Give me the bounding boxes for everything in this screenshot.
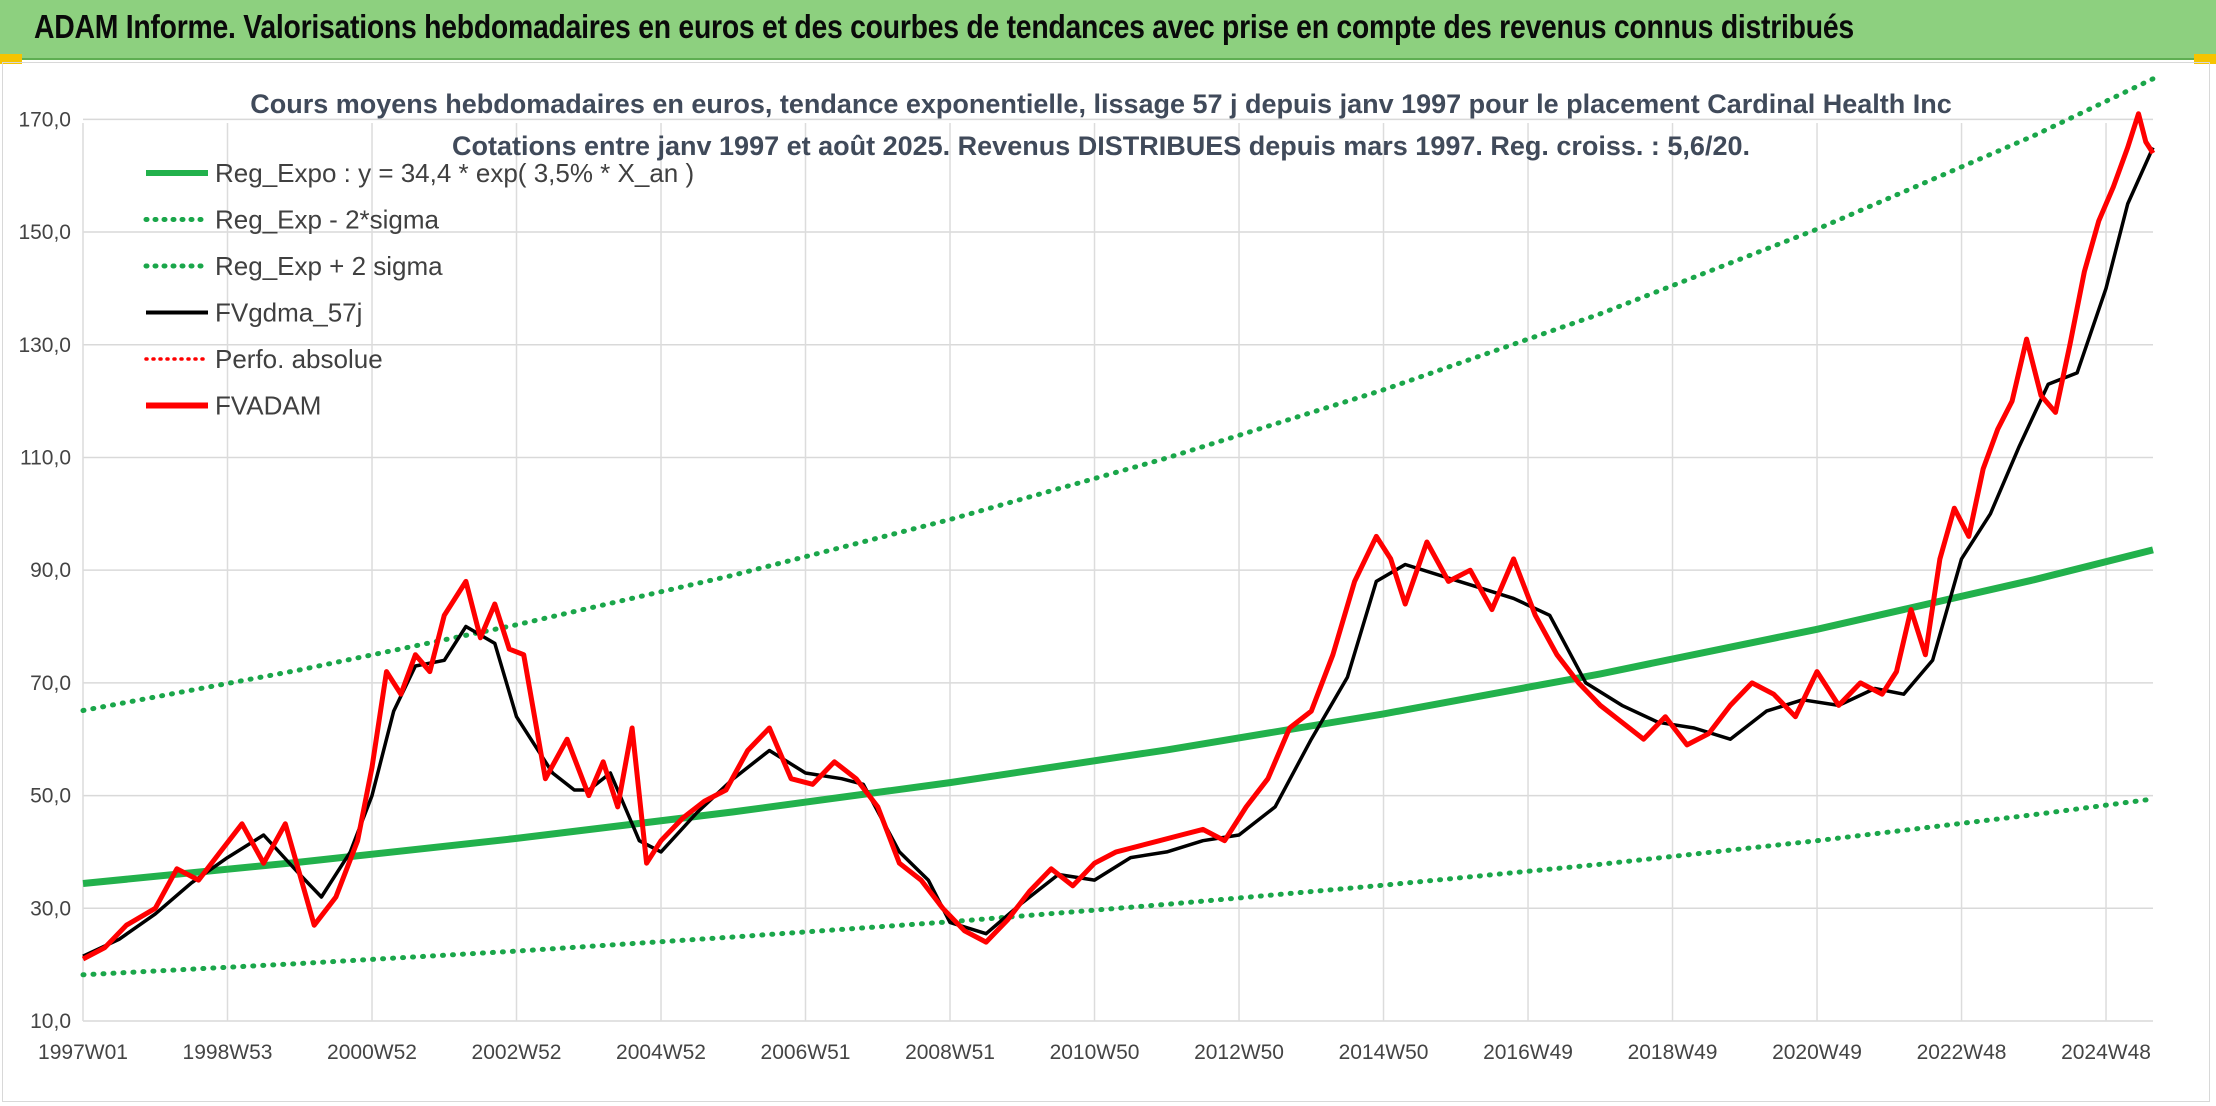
y-tick-label: 130,0 bbox=[18, 334, 71, 357]
chart-title-line-2: Cotations entre janv 1997 et août 2025. … bbox=[452, 131, 1750, 161]
series-reg-expo bbox=[82, 546, 2154, 887]
y-tick-label: 150,0 bbox=[18, 221, 71, 244]
x-tick-label: 2006W51 bbox=[761, 1041, 851, 1064]
chart-title-line-1: Cours moyens hebdomadaires en euros, ten… bbox=[250, 89, 1952, 119]
plot-lines bbox=[80, 76, 2156, 978]
x-tick-label: 2008W51 bbox=[905, 1041, 995, 1064]
chart-area: 10,0 30,0 50,0 70,0 90,0 110,0 130,0 150,0 170,0… bbox=[2, 62, 2210, 1102]
x-tick-label: 2004W52 bbox=[616, 1041, 706, 1064]
x-tick-label: 2024W48 bbox=[2061, 1041, 2151, 1064]
series-reg-minus-2sigma bbox=[80, 796, 2156, 978]
x-tick-label: 2018W49 bbox=[1628, 1041, 1718, 1064]
x-tick-label: 2022W48 bbox=[1917, 1041, 2007, 1064]
legend-label: FVgdma_57j bbox=[215, 298, 362, 328]
y-tick-label: 50,0 bbox=[30, 785, 71, 808]
corner-accent-right bbox=[2194, 54, 2216, 64]
corner-accent-left bbox=[0, 54, 22, 64]
y-tick-label: 90,0 bbox=[30, 559, 71, 582]
y-tick-label: 30,0 bbox=[30, 897, 71, 920]
legend-label: Reg_Exp + 2 sigma bbox=[215, 251, 443, 281]
legend-label: FVADAM bbox=[215, 391, 321, 421]
chart-svg: 10,0 30,0 50,0 70,0 90,0 110,0 130,0 150,0 170,0… bbox=[18, 76, 2156, 1064]
x-tick-label: 2000W52 bbox=[327, 1041, 417, 1064]
y-tick-label: 10,0 bbox=[30, 1010, 71, 1033]
report-title: ADAM Informe. Valorisations hebdomadaire… bbox=[34, 8, 1854, 45]
legend-label: Reg_Expo : y = 34,4 * exp( 3,5% * X_an ) bbox=[215, 158, 694, 188]
chart-legend: Reg_Expo : y = 34,4 * exp( 3,5% * X_an )… bbox=[143, 158, 694, 421]
x-tick-label: 2016W49 bbox=[1483, 1041, 1573, 1064]
series-reg-plus-2sigma bbox=[80, 76, 2156, 713]
series-fvadam bbox=[81, 111, 2156, 962]
y-tick-label: 70,0 bbox=[30, 672, 71, 695]
x-tick-label: 1997W01 bbox=[38, 1041, 128, 1064]
x-tick-label: 2012W50 bbox=[1194, 1041, 1284, 1064]
x-tick-label: 2020W49 bbox=[1772, 1041, 1862, 1064]
x-tick-label: 2002W52 bbox=[472, 1041, 562, 1064]
y-axis-ticks: 10,0 30,0 50,0 70,0 90,0 110,0 130,0 150,0 170,0 bbox=[18, 108, 71, 1033]
legend-label: Reg_Exp - 2*sigma bbox=[215, 205, 440, 235]
x-tick-label: 2010W50 bbox=[1050, 1041, 1140, 1064]
y-tick-label: 170,0 bbox=[18, 108, 71, 131]
report-header-banner: ADAM Informe. Valorisations hebdomadaire… bbox=[0, 0, 2216, 60]
x-tick-label: 1998W53 bbox=[183, 1041, 273, 1064]
legend-label: Perfo. absolue bbox=[215, 344, 383, 374]
gridlines bbox=[82, 118, 2153, 1022]
x-tick-label: 2014W50 bbox=[1339, 1041, 1429, 1064]
y-tick-label: 110,0 bbox=[20, 446, 71, 469]
x-axis-ticks: 1997W01 1998W53 2000W52 2002W52 2004W52 2006W… bbox=[38, 1041, 2151, 1064]
